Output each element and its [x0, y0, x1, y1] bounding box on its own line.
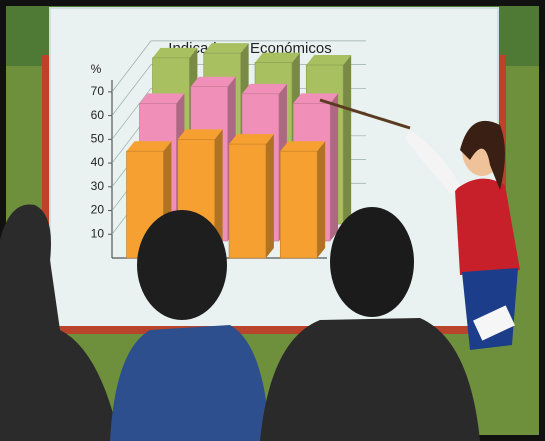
- y-tick-label: 20: [91, 203, 105, 217]
- y-tick-label: 30: [91, 179, 105, 193]
- bar-side: [343, 55, 351, 224]
- illustration: Indicadores Económicos % 10203040506070: [0, 0, 545, 441]
- presenter-skirt: [462, 268, 518, 350]
- bar: [229, 144, 266, 258]
- bar-side: [266, 134, 274, 258]
- audience-member-head: [330, 207, 414, 317]
- bar-side: [330, 93, 338, 241]
- audience-member-head: [137, 210, 227, 320]
- y-tick-label: 70: [91, 84, 105, 98]
- y-tick-label: 40: [91, 155, 105, 169]
- bar-side: [317, 141, 325, 258]
- y-tick-label: 10: [91, 226, 105, 240]
- y-tick-label: 50: [91, 132, 105, 146]
- y-tick-label: 60: [91, 108, 105, 122]
- y-axis-unit: %: [91, 62, 102, 76]
- bar: [280, 151, 317, 258]
